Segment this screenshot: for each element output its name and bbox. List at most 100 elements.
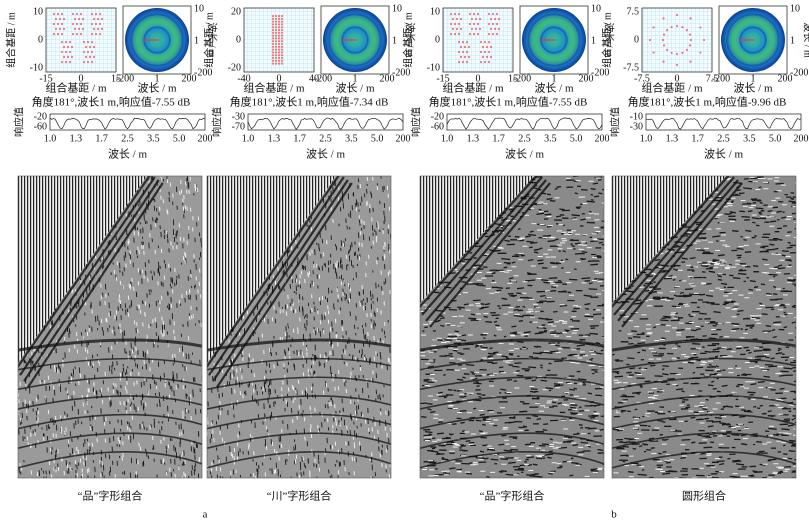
array-element — [689, 60, 692, 63]
array-element — [70, 45, 74, 49]
array-element — [457, 22, 461, 26]
x-tick-label: -200 — [513, 73, 531, 84]
array-element — [491, 32, 495, 36]
array-element — [280, 31, 284, 34]
array-element — [451, 17, 455, 21]
reflector — [420, 395, 604, 410]
array-element — [495, 32, 499, 36]
panel-caption: 角度181°,波长1 m,响应值-7.55 dB — [429, 95, 588, 109]
section-label: b — [611, 509, 617, 521]
array-element — [702, 38, 706, 42]
array-element — [274, 54, 278, 57]
array-element — [98, 22, 102, 26]
array-element — [274, 26, 278, 29]
polar-ring — [130, 13, 184, 67]
array-element — [675, 13, 679, 17]
array-element — [274, 37, 278, 40]
array-element — [280, 51, 284, 54]
array-element — [271, 42, 275, 46]
array-element — [54, 27, 58, 31]
x-tick-label: 200 — [579, 73, 594, 84]
array-element — [60, 40, 64, 44]
array-element — [271, 14, 275, 18]
array-element — [71, 12, 75, 16]
array-element — [457, 12, 461, 16]
reflector — [207, 451, 391, 469]
array-element — [274, 31, 278, 34]
array-element — [681, 51, 684, 55]
y-tick-label: -10 — [427, 62, 440, 73]
image-frame — [611, 175, 797, 479]
array-plot — [243, 7, 315, 73]
array-element — [489, 45, 493, 49]
array-element — [62, 55, 66, 59]
array-element — [479, 60, 483, 64]
array-element — [662, 17, 665, 20]
array-element — [277, 56, 281, 60]
x-tick-label: 15 — [508, 73, 518, 84]
array-element — [495, 22, 499, 26]
array-element — [463, 45, 467, 49]
array-element — [94, 12, 98, 16]
array-element — [277, 48, 281, 51]
reflector — [18, 432, 202, 450]
polar-frame — [320, 5, 390, 75]
x-tick-label: 3.5 — [345, 133, 358, 144]
array-element — [271, 17, 275, 20]
y-tick-label: 10 — [33, 6, 43, 17]
array-plot — [442, 7, 514, 73]
array-element — [274, 23, 278, 26]
polar-frame — [718, 5, 788, 75]
x-tick-label: -200 — [314, 73, 332, 84]
y-axis-label: 组合基距 / m — [202, 12, 215, 68]
array-element — [62, 27, 66, 31]
array-element — [73, 17, 77, 21]
x-tick-label: -15 — [39, 73, 52, 84]
array-element — [56, 12, 60, 16]
array-element — [451, 27, 455, 31]
x-tick-label: 1 — [155, 73, 160, 84]
y-tick-label: -60 — [431, 121, 444, 132]
array-element — [271, 31, 275, 34]
array-element — [60, 12, 64, 16]
trace-stripes — [18, 176, 147, 364]
x-tick-label: -200 — [116, 73, 134, 84]
trace-stripes — [207, 176, 336, 364]
array-element — [666, 48, 669, 51]
array-element — [467, 55, 471, 59]
array-element — [681, 25, 684, 29]
array-element — [277, 31, 281, 34]
array-element — [459, 17, 463, 21]
array-element — [274, 56, 278, 60]
array-element — [495, 12, 499, 16]
array-element — [271, 45, 275, 48]
reflector — [18, 413, 202, 430]
array-element — [56, 22, 60, 26]
array-element — [457, 60, 461, 64]
array-element — [100, 17, 104, 21]
array-element — [688, 33, 692, 36]
array-element — [463, 55, 467, 59]
image-frame — [206, 175, 392, 479]
y-tick-label: -200 — [194, 67, 212, 78]
reflector — [207, 413, 391, 430]
array-element — [71, 22, 75, 26]
array-element — [280, 17, 284, 20]
array-element — [478, 27, 482, 31]
array-element — [487, 32, 491, 36]
image-caption: “品”字形组合 — [480, 489, 545, 503]
array-element — [489, 55, 493, 59]
array-element — [689, 38, 693, 42]
reflector — [207, 395, 391, 410]
array-element — [82, 40, 86, 44]
array-element — [280, 54, 284, 57]
y-axis-label: 响应值 — [409, 107, 422, 137]
array-element — [277, 17, 281, 20]
y-tick-label: -70 — [232, 121, 245, 132]
first-arrival — [19, 176, 156, 376]
x-tick-label: 1.7 — [691, 133, 704, 144]
first-arrival — [420, 176, 538, 309]
y-tick-label: 10 — [591, 3, 601, 14]
array-element — [468, 22, 472, 26]
